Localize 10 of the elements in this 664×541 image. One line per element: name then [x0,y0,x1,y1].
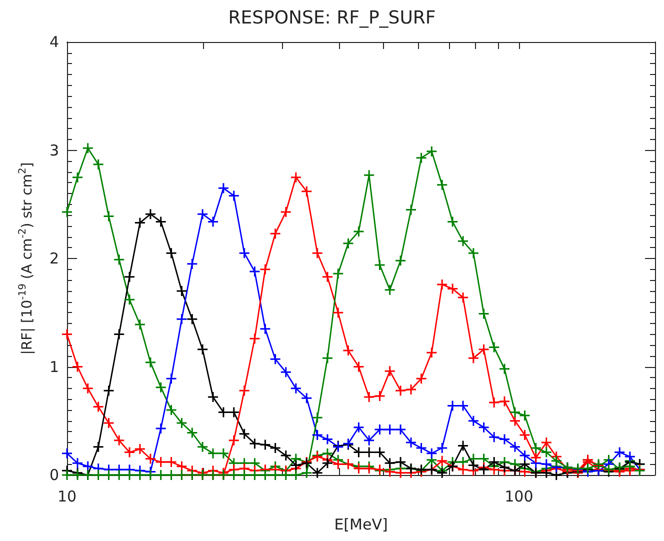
y-tick-label: 0 [49,466,59,484]
x-axis-title: E[MeV] [334,516,388,534]
y-tick-label: 1 [49,358,59,376]
y-axis-title: |RF| [10-19 (A cm-2) str cm2] [18,162,36,355]
x-tick-label: 100 [504,488,534,506]
y-tick-label: 4 [49,33,59,51]
x-tick-label: 10 [57,488,77,506]
y-tick-label: 3 [49,141,59,160]
y-tick-label: 2 [49,250,59,268]
chart-title: RESPONSE: RF_P_SURF [228,8,436,28]
